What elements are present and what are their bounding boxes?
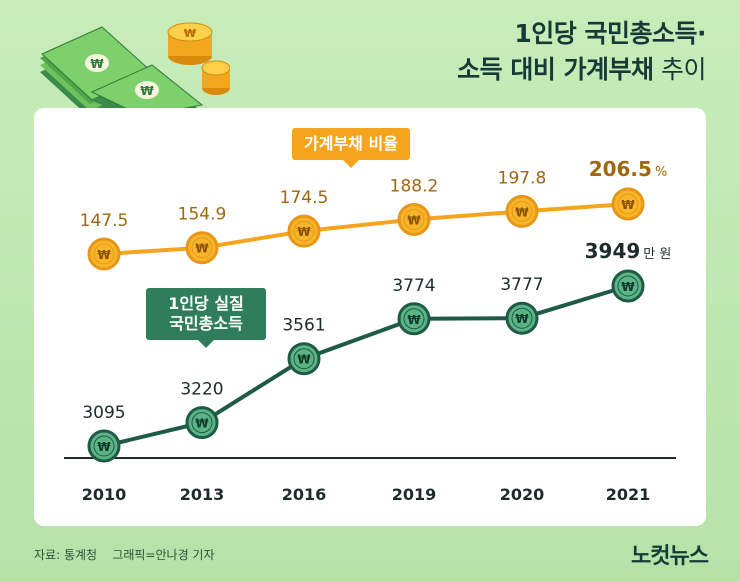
data-point: ₩3095 bbox=[82, 403, 126, 463]
data-label: 3777 bbox=[500, 275, 543, 295]
income-series-name-line-1: 1인당 실질 bbox=[168, 294, 244, 313]
coin-symbol: ₩ bbox=[407, 313, 421, 327]
line-chart: 2010 2013 2016 2019 2020 2021₩147.5₩154.9₩174… bbox=[64, 157, 676, 504]
chart-card: 2010 2013 2016 2019 2020 2021 ₩147.5 ₩154.9 ₩174… bbox=[34, 108, 706, 526]
coin-symbol: ₩ bbox=[515, 205, 529, 219]
chart-title: 1인당 국민총소득· 소득 대비 가계부채 추이 bbox=[457, 16, 706, 88]
svg-text:₩: ₩ bbox=[140, 84, 154, 98]
series-debt: ₩147.5₩154.9₩174.5₩188.2₩197.8₩206.5% bbox=[80, 157, 668, 271]
income-series-name-line-2: 국민총소득 bbox=[169, 314, 243, 333]
coin-symbol: ₩ bbox=[621, 198, 635, 212]
x-tick-label: 2016 bbox=[282, 485, 327, 504]
debt-series-name: 가계부채 비율 bbox=[304, 134, 398, 153]
coin-symbol: ₩ bbox=[297, 353, 311, 367]
coin-marker-icon bbox=[87, 429, 121, 463]
data-label-unit: 만 원 bbox=[643, 247, 671, 262]
debt-series-badge: 가계부채 비율 bbox=[292, 128, 410, 168]
coin-marker-icon bbox=[505, 301, 539, 335]
data-point: ₩3220 bbox=[180, 380, 224, 440]
svg-text:₩: ₩ bbox=[90, 57, 104, 71]
coin-inner-ring bbox=[293, 348, 315, 370]
coin-symbol: ₩ bbox=[195, 242, 209, 256]
data-label: 188.2 bbox=[390, 177, 439, 197]
data-label: 3949 만 원 bbox=[585, 239, 672, 263]
svg-text:₩: ₩ bbox=[184, 27, 196, 40]
data-point: ₩206.5% bbox=[589, 157, 668, 221]
series-income: ₩3095₩3220₩3561 ₩3774₩3777 ₩3949 만 원 bbox=[82, 239, 672, 463]
x-tick-label: 2013 bbox=[180, 485, 225, 504]
coin-inner-ring bbox=[403, 308, 425, 330]
title-line-2-bold: 소득 대비 가계부채 bbox=[457, 55, 654, 84]
data-label: 3561 bbox=[282, 316, 325, 336]
title-line-1: 1인당 국민총소득· bbox=[514, 19, 706, 48]
data-point: ₩147.5 bbox=[80, 211, 129, 271]
coin-inner-ring bbox=[511, 307, 533, 329]
coin-inner-ring bbox=[293, 220, 315, 242]
data-label: 3220 bbox=[180, 380, 223, 400]
title-line-2-light: 추이 bbox=[653, 55, 707, 84]
money-illustration: ₩ ₩ ₩ bbox=[40, 22, 230, 120]
x-tick-label: 2010 bbox=[82, 485, 127, 504]
coin-symbol: ₩ bbox=[515, 312, 529, 326]
publisher-logo: 노컷뉴스 bbox=[631, 544, 709, 569]
data-label: 174.5 bbox=[280, 188, 329, 208]
data-point: ₩188.2 bbox=[390, 177, 439, 237]
data-label: 147.5 bbox=[80, 211, 129, 231]
data-point: ₩154.9 bbox=[178, 205, 227, 265]
coin-symbol: ₩ bbox=[195, 417, 209, 431]
data-point: ₩3561 bbox=[282, 316, 326, 376]
data-label-unit: % bbox=[655, 165, 667, 180]
coin-inner-ring bbox=[403, 209, 425, 231]
coin-symbol: ₩ bbox=[621, 280, 635, 294]
coin-marker-icon bbox=[287, 214, 321, 248]
data-label: 3774 bbox=[392, 276, 435, 296]
coin-symbol: ₩ bbox=[297, 225, 311, 239]
income-series-badge: 1인당 실질 국민총소득 bbox=[146, 288, 266, 348]
coin-marker-icon bbox=[611, 187, 645, 221]
coin-inner-ring bbox=[191, 237, 213, 259]
coin-marker-icon bbox=[185, 231, 219, 265]
x-tick-label: 2020 bbox=[500, 485, 545, 504]
coin-inner-ring bbox=[191, 412, 213, 434]
coin-marker-icon bbox=[397, 302, 431, 336]
coin-marker-icon bbox=[87, 237, 121, 271]
coin-inner-ring bbox=[617, 193, 639, 215]
coin-marker-icon bbox=[287, 342, 321, 376]
data-label: 154.9 bbox=[178, 205, 227, 225]
data-label: 197.8 bbox=[498, 168, 547, 188]
coin-marker-icon bbox=[397, 203, 431, 237]
coin-symbol: ₩ bbox=[97, 440, 111, 454]
coin-inner-ring bbox=[511, 200, 533, 222]
coin-inner-ring bbox=[93, 243, 115, 265]
data-point: ₩174.5 bbox=[280, 188, 329, 248]
coin-symbol: ₩ bbox=[97, 248, 111, 262]
data-point: ₩197.8 bbox=[498, 168, 547, 228]
data-point: ₩3774 bbox=[392, 276, 436, 336]
source-note: 자료: 통계청 그래픽=안나경 기자 bbox=[34, 548, 215, 562]
series-line bbox=[103, 284, 629, 448]
data-point: ₩3949 만 원 bbox=[585, 239, 672, 303]
x-tick-label: 2021 bbox=[606, 485, 651, 504]
gold-coin-stack-icon: ₩ bbox=[167, 22, 230, 95]
coin-marker-icon bbox=[185, 406, 219, 440]
data-label: 3095 bbox=[82, 403, 125, 423]
coin-inner-ring bbox=[93, 435, 115, 457]
coin-inner-ring bbox=[617, 275, 639, 297]
title-line-2: 소득 대비 가계부채 추이 bbox=[457, 52, 706, 88]
x-tick-label: 2019 bbox=[392, 485, 437, 504]
coin-marker-icon bbox=[505, 194, 539, 228]
coin-symbol: ₩ bbox=[407, 214, 421, 228]
data-label: 206.5% bbox=[589, 157, 668, 181]
data-point: ₩3777 bbox=[500, 275, 544, 335]
coin-marker-icon bbox=[611, 269, 645, 303]
